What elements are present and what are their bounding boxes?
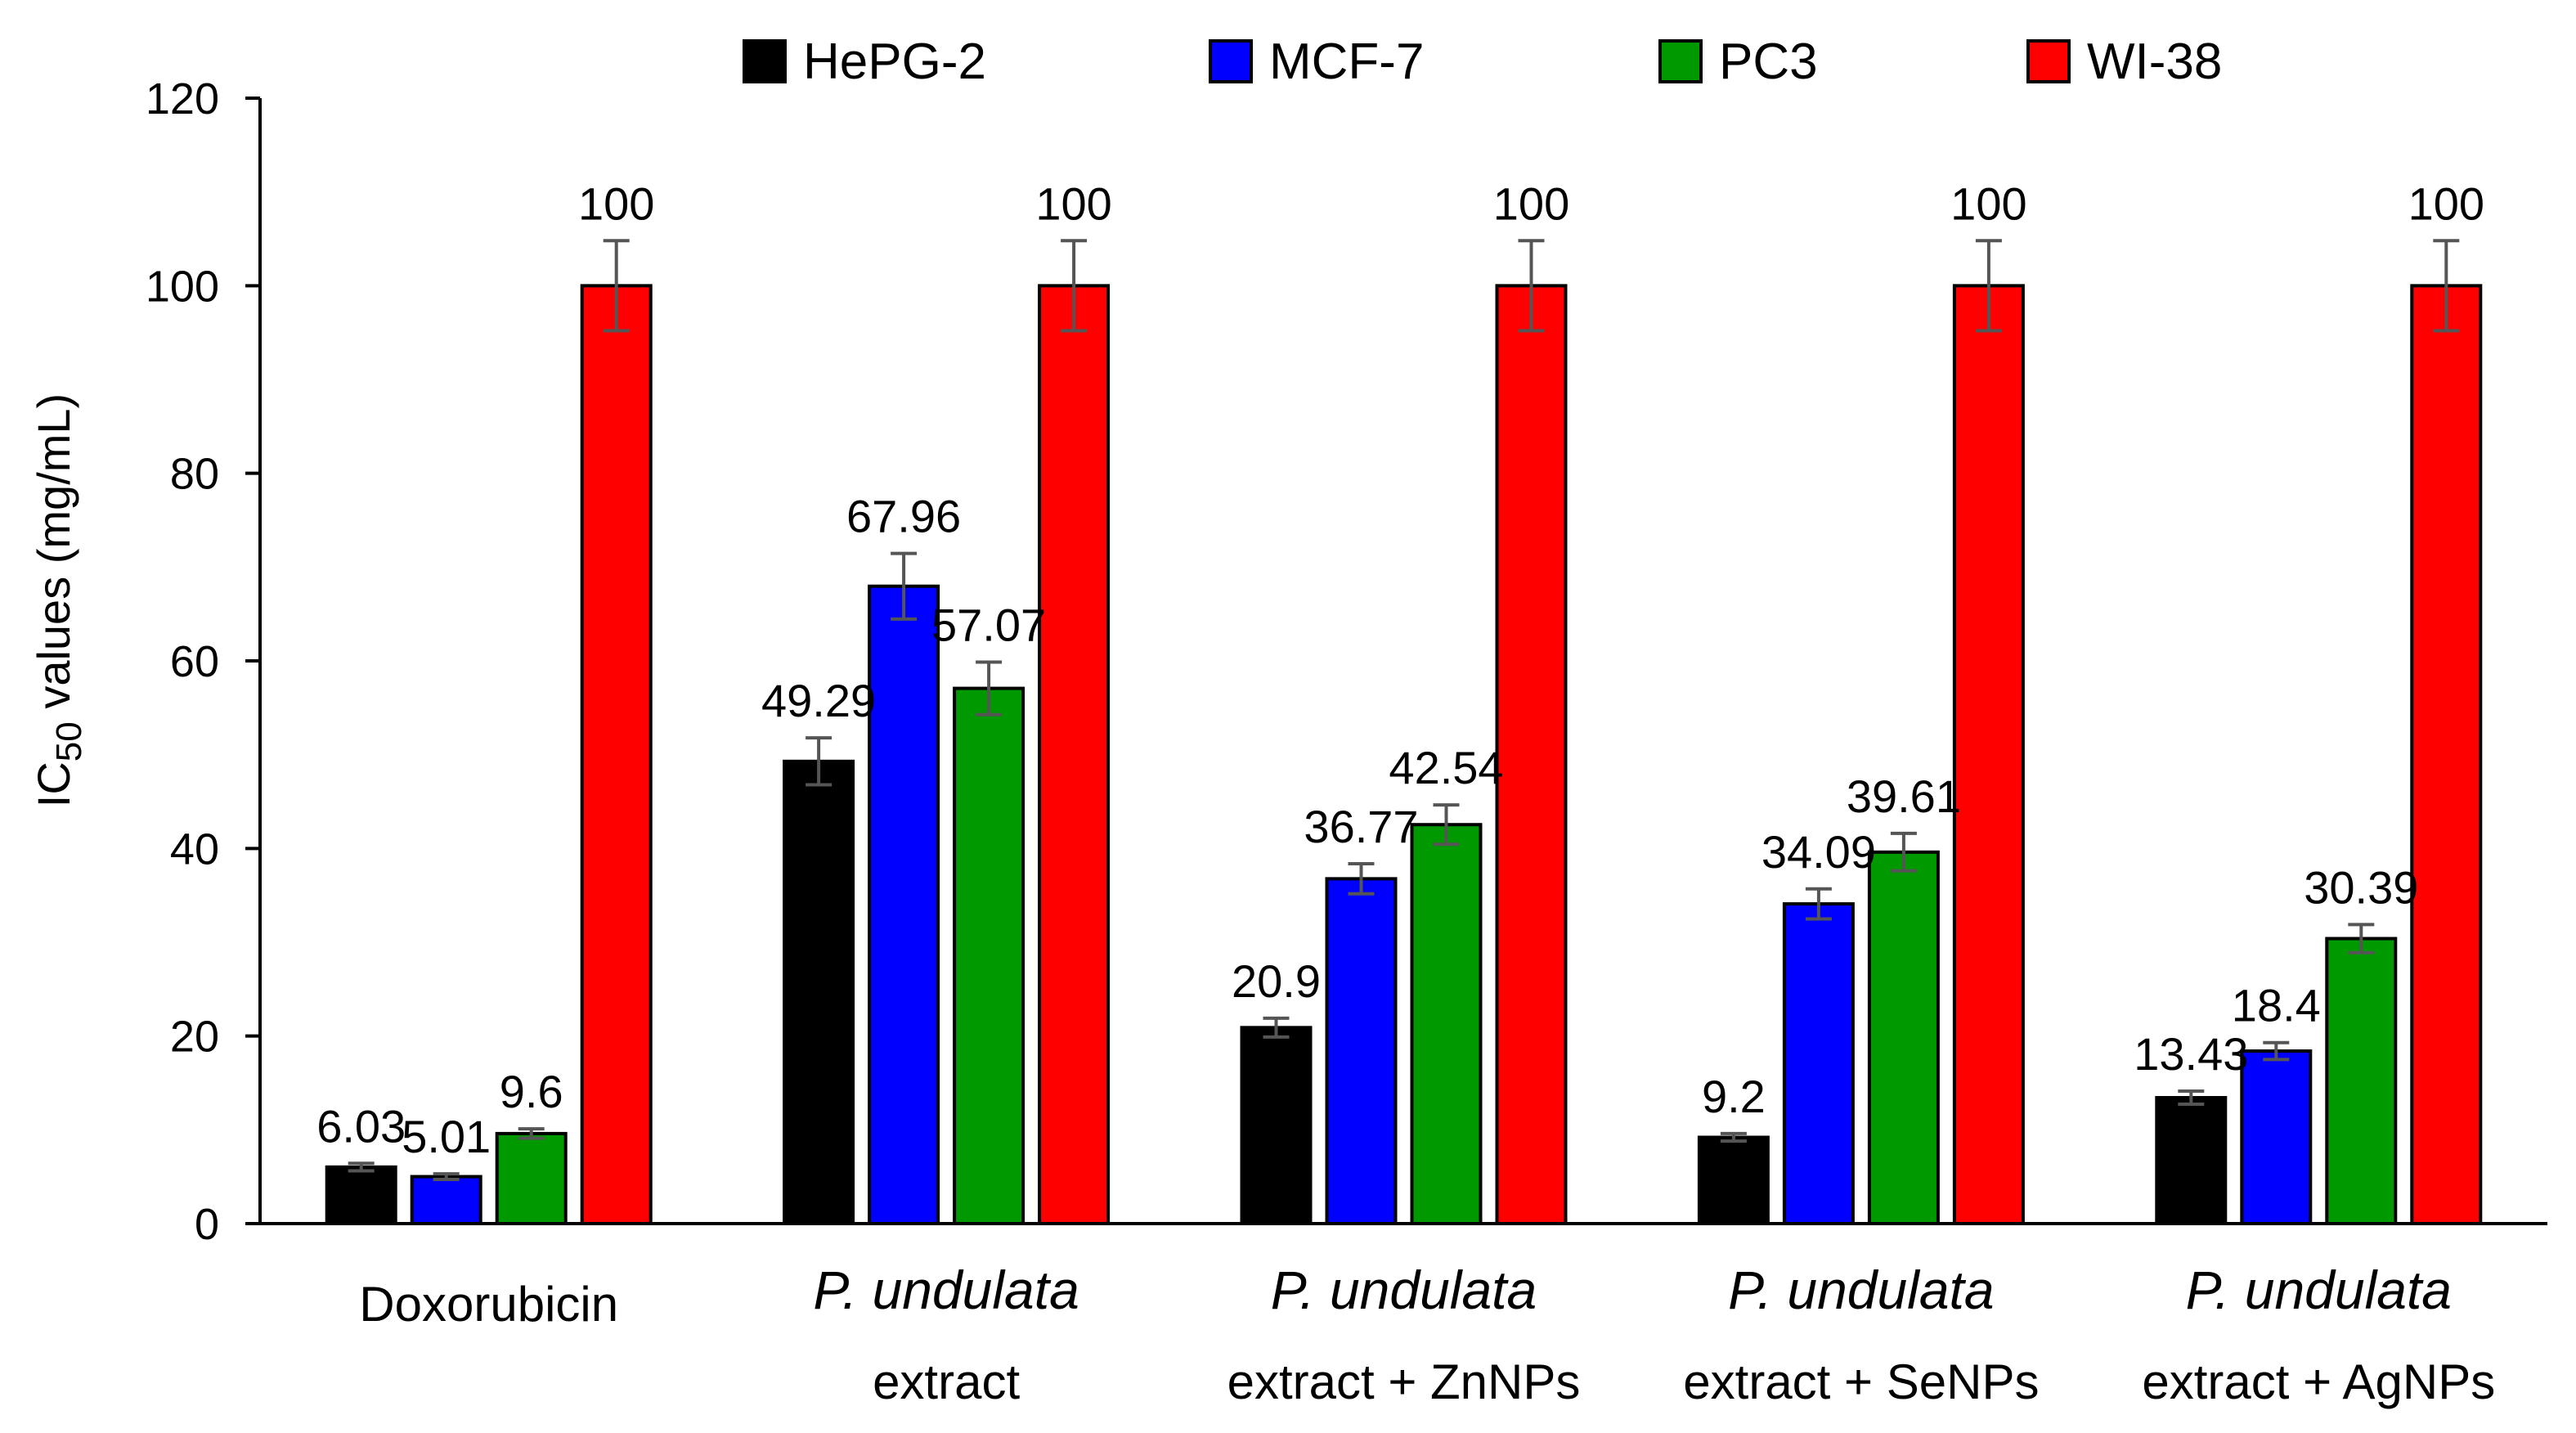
legend-swatch-wi-38: [2026, 39, 2071, 83]
data-labels: 6.03 49.29 20.9 9.2 13.43 5.01 67.96 36.77 34.09…: [316, 177, 2484, 1162]
x-tick-label-species: P. undulata: [2186, 1260, 2452, 1320]
legend-swatch-hepg-2: [743, 39, 787, 83]
y-tick-label: 60: [170, 637, 219, 686]
x-tick-label: extract + ZnNPs: [1227, 1354, 1581, 1409]
bar-mcf-7: [1325, 877, 1398, 1226]
data-label: 100: [578, 177, 654, 229]
legend-swatch-mcf-7: [1209, 39, 1253, 83]
data-label: 9.6: [500, 1066, 563, 1117]
legend: HePG-2 MCF-7 PC3 WI-38: [743, 34, 2222, 90]
bar-hepg-2: [1240, 1026, 1313, 1226]
data-label: 20.9: [1232, 955, 1321, 1007]
legend-label: WI-38: [2087, 34, 2222, 90]
legend-label: MCF-7: [1269, 34, 1424, 90]
bar-mcf-7: [2240, 1049, 2313, 1225]
x-tick-label: Doxorubicin: [359, 1277, 618, 1332]
bar-hepg-2: [2155, 1096, 2228, 1226]
x-tick-label-species: P. undulata: [1271, 1260, 1537, 1320]
legend-label: HePG-2: [803, 34, 986, 90]
x-tick-label-species: P. undulata: [1728, 1260, 1994, 1320]
y-tick-label: 80: [170, 450, 219, 499]
bar-mcf-7: [1782, 902, 1855, 1225]
data-label: 39.61: [1847, 770, 1961, 822]
y-tick-label: 40: [170, 824, 219, 874]
bar-hepg-2: [1697, 1135, 1770, 1226]
x-tick-label-species: P. undulata: [813, 1260, 1079, 1320]
bar-pc3: [495, 1131, 568, 1226]
x-tick-label: extract: [873, 1354, 1020, 1409]
data-label: 5.01: [402, 1111, 491, 1162]
bar-pc3: [2325, 937, 2398, 1225]
data-label: 34.09: [1761, 826, 1876, 878]
data-label: 18.4: [2232, 980, 2321, 1031]
y-tick-label: 100: [146, 262, 219, 311]
data-label: 100: [1035, 177, 1111, 229]
x-tick-label: extract + SeNPs: [1683, 1354, 2039, 1409]
bars: [325, 239, 2483, 1226]
y-tick-label: 20: [170, 1013, 219, 1062]
data-label: 36.77: [1304, 801, 1418, 852]
bar-hepg-2: [325, 1165, 397, 1225]
legend-label: PC3: [1719, 34, 1818, 90]
x-tick-label: extract + AgNPs: [2142, 1354, 2495, 1409]
y-tick-label: 120: [146, 74, 219, 124]
data-label: 30.39: [2304, 861, 2418, 913]
data-label: 100: [1950, 177, 2026, 229]
data-label: 100: [2408, 177, 2484, 229]
bar-wi-38: [2410, 284, 2483, 1225]
data-label: 13.43: [2134, 1028, 2248, 1080]
y-axis-label: IC50 values (mg/mL): [28, 393, 89, 807]
bar-pc3: [953, 686, 1025, 1225]
bar-pc3: [1867, 850, 1940, 1225]
bar-wi-38: [1952, 284, 2025, 1225]
bar-wi-38: [580, 284, 653, 1225]
bar-mcf-7: [868, 584, 940, 1225]
legend-swatch-pc3: [1658, 39, 1703, 83]
bar-pc3: [1410, 823, 1483, 1225]
data-label: 100: [1493, 177, 1569, 229]
bar-hepg-2: [783, 759, 855, 1225]
data-label: 9.2: [1702, 1071, 1766, 1122]
y-tick-label: 0: [195, 1200, 219, 1249]
data-label: 6.03: [316, 1100, 406, 1152]
data-label: 42.54: [1389, 742, 1503, 793]
data-label: 67.96: [846, 491, 961, 542]
bar-wi-38: [1038, 284, 1111, 1225]
data-label: 49.29: [761, 675, 876, 726]
bar-wi-38: [1495, 284, 1568, 1225]
axes: 0 20 40 60 80 100 120 Doxorubicin P. undulata ext…: [146, 74, 2547, 1409]
bar-mcf-7: [410, 1175, 482, 1226]
data-label: 57.07: [931, 599, 1046, 650]
